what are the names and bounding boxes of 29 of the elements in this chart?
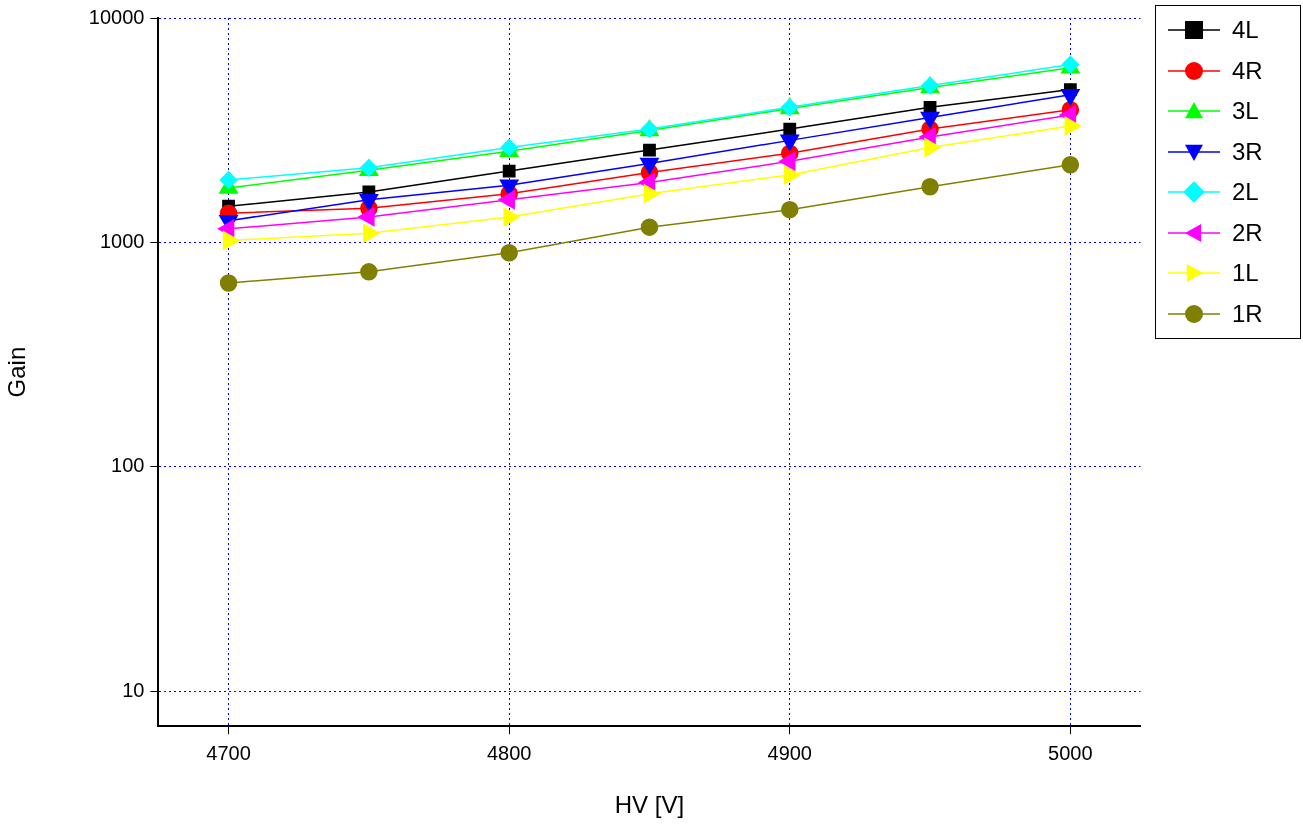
y-tick-label: 100 bbox=[111, 454, 145, 477]
x-tick-label: 4900 bbox=[767, 741, 813, 764]
point bbox=[1061, 155, 1080, 174]
point bbox=[921, 178, 939, 196]
legend-label: 3R bbox=[1232, 137, 1263, 166]
point bbox=[502, 164, 516, 178]
legend-label: 1R bbox=[1232, 299, 1263, 328]
point bbox=[781, 200, 799, 219]
legend-label: 2L bbox=[1232, 178, 1259, 207]
y-tick-label: 10 bbox=[122, 678, 145, 701]
x-axis-title: HV [V] bbox=[614, 791, 685, 819]
point bbox=[219, 274, 238, 292]
point bbox=[500, 244, 518, 262]
point bbox=[783, 122, 797, 136]
legend-label: 4R bbox=[1232, 56, 1263, 85]
y-axis-title: Gain bbox=[3, 346, 31, 398]
legend-label: 1L bbox=[1232, 259, 1259, 288]
legend-label: 2R bbox=[1232, 218, 1263, 247]
legend-label: 3L bbox=[1232, 97, 1259, 126]
y-tick-label: 1000 bbox=[99, 229, 145, 252]
x-tick-label: 4800 bbox=[486, 741, 532, 764]
point bbox=[643, 143, 656, 157]
point bbox=[219, 171, 238, 189]
x-tick-label: 4700 bbox=[206, 741, 251, 764]
point bbox=[360, 263, 378, 281]
legend-label: 4L bbox=[1232, 16, 1259, 45]
point bbox=[640, 218, 659, 236]
y-tick-label: 10000 bbox=[88, 5, 145, 28]
x-tick-label: 5000 bbox=[1048, 741, 1093, 764]
